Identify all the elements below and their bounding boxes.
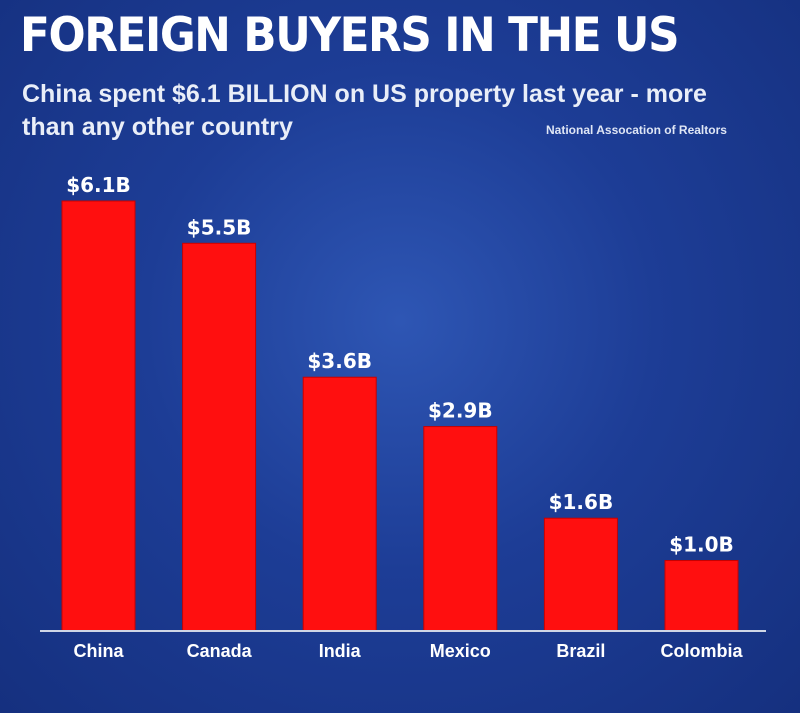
bar-china bbox=[61, 200, 136, 632]
category-label-canada: Canada bbox=[187, 641, 253, 661]
value-label-mexico: $2.9B bbox=[428, 399, 493, 423]
value-label-canada: $5.5B bbox=[187, 215, 252, 239]
chart-subtitle: China spent $6.1 BILLION on US property … bbox=[22, 80, 707, 141]
bar-brazil bbox=[543, 517, 618, 632]
bar-canada bbox=[182, 242, 257, 632]
category-label-india: India bbox=[319, 641, 362, 661]
value-label-brazil: $1.6B bbox=[549, 490, 614, 514]
category-label-china: China bbox=[73, 641, 124, 661]
value-label-india: $3.6B bbox=[307, 349, 372, 373]
bar-india bbox=[302, 376, 377, 632]
category-labels-group: China Canada India Mexico Brazil Colombia bbox=[73, 641, 743, 661]
category-label-colombia: Colombia bbox=[660, 641, 743, 661]
category-label-brazil: Brazil bbox=[556, 641, 605, 661]
bars-group bbox=[61, 200, 739, 632]
value-label-colombia: $1.0B bbox=[669, 533, 734, 557]
bar-colombia bbox=[664, 560, 739, 632]
source-credit: National Assocation of Realtors bbox=[546, 123, 727, 137]
chart-title: FOREIGN BUYERS IN THE US bbox=[20, 8, 680, 63]
bar-mexico bbox=[423, 426, 498, 632]
value-label-china: $6.1B bbox=[66, 173, 131, 197]
category-label-mexico: Mexico bbox=[430, 641, 491, 661]
value-labels-group: $6.1B $5.5B $3.6B $2.9B $1.6B $1.0B bbox=[66, 173, 734, 557]
